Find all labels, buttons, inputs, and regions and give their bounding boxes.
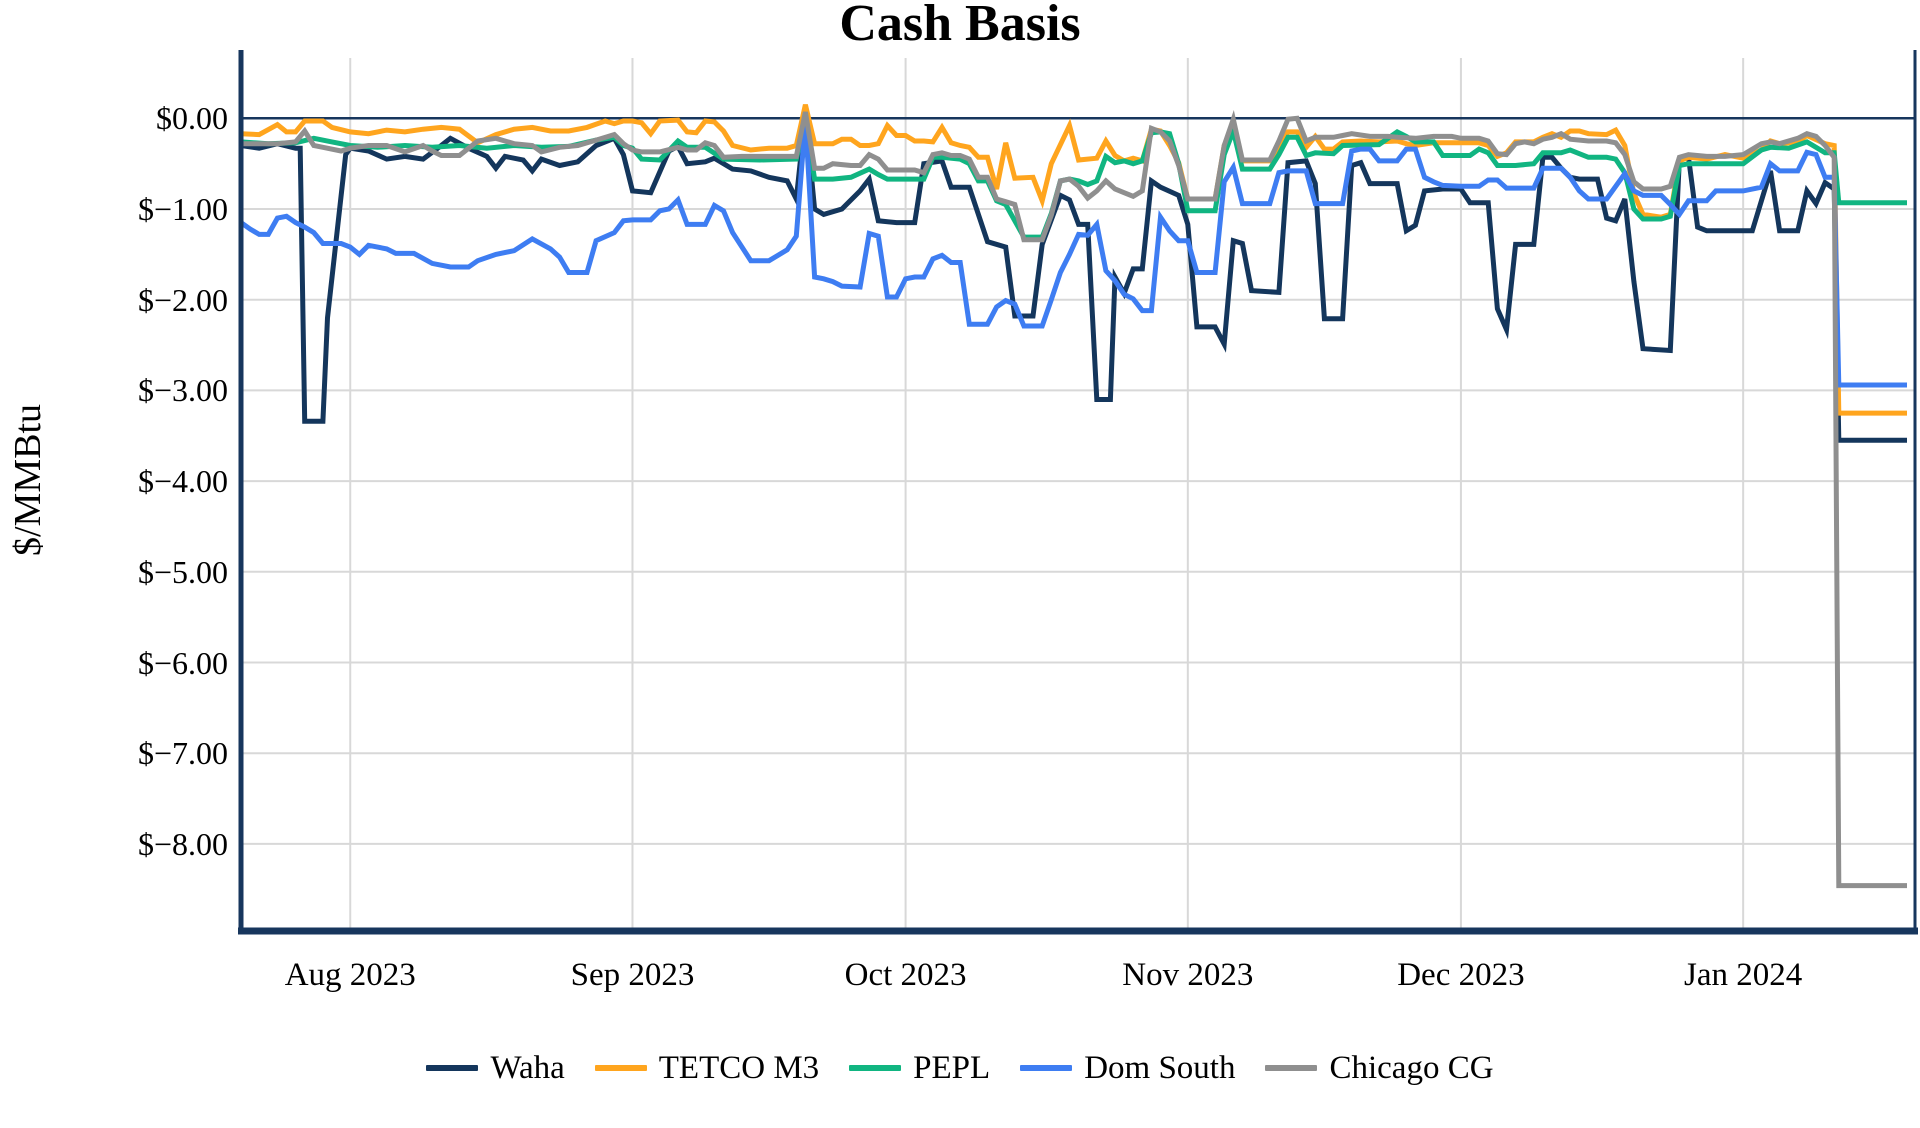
legend-label: TETCO M3	[658, 1050, 820, 1086]
series-line-chicago-cg	[241, 110, 1907, 889]
legend-swatch-icon	[849, 1065, 902, 1071]
y-tick-label: $−4.00	[137, 463, 228, 500]
chart-title: Cash Basis	[839, 0, 1081, 52]
legend-swatch-icon	[1265, 1065, 1318, 1071]
legend-label: Waha	[490, 1050, 565, 1086]
legend-item-dom-south: Dom South	[1020, 1048, 1235, 1088]
legend-item-chicago-cg: Chicago CG	[1265, 1048, 1494, 1088]
x-tick-label: Oct 2023	[844, 957, 967, 993]
legend-swatch-icon	[426, 1065, 479, 1071]
chart-legend: Waha TETCO M3 PEPL Dom South Chicago CG	[0, 1048, 1920, 1088]
y-tick-label: $−3.00	[137, 372, 228, 409]
legend-swatch-icon	[594, 1065, 647, 1071]
x-tick-label: Sep 2023	[570, 957, 695, 993]
legend-item-waha: Waha	[426, 1048, 565, 1088]
legend-item-tetco-m3: TETCO M3	[594, 1048, 820, 1088]
y-tick-label: $0.00	[156, 100, 228, 137]
y-tick-label: $−6.00	[137, 644, 228, 681]
y-tick-label: $−5.00	[137, 553, 228, 590]
y-tick-label: $−7.00	[137, 735, 228, 772]
series-line-waha	[240, 113, 1907, 443]
x-tick-label: Dec 2023	[1397, 957, 1525, 993]
legend-label: PEPL	[913, 1050, 991, 1086]
x-tick-label: Aug 2023	[284, 957, 416, 993]
x-tick-label: Nov 2023	[1122, 957, 1254, 993]
series-line-pepl	[240, 119, 1907, 240]
y-tick-label: $−2.00	[137, 281, 228, 318]
series-line-dom-south	[239, 119, 1907, 388]
legend-label: Dom South	[1084, 1050, 1236, 1086]
legend-item-pepl: PEPL	[849, 1048, 990, 1088]
legend-label: Chicago CG	[1329, 1050, 1494, 1086]
series-line-tetco-m3	[240, 104, 1907, 416]
x-tick-label: Jan 2024	[1684, 957, 1803, 993]
legend-swatch-icon	[1020, 1065, 1073, 1071]
y-tick-label: $−1.00	[137, 191, 228, 227]
y-tick-label: $−8.00	[137, 825, 228, 862]
